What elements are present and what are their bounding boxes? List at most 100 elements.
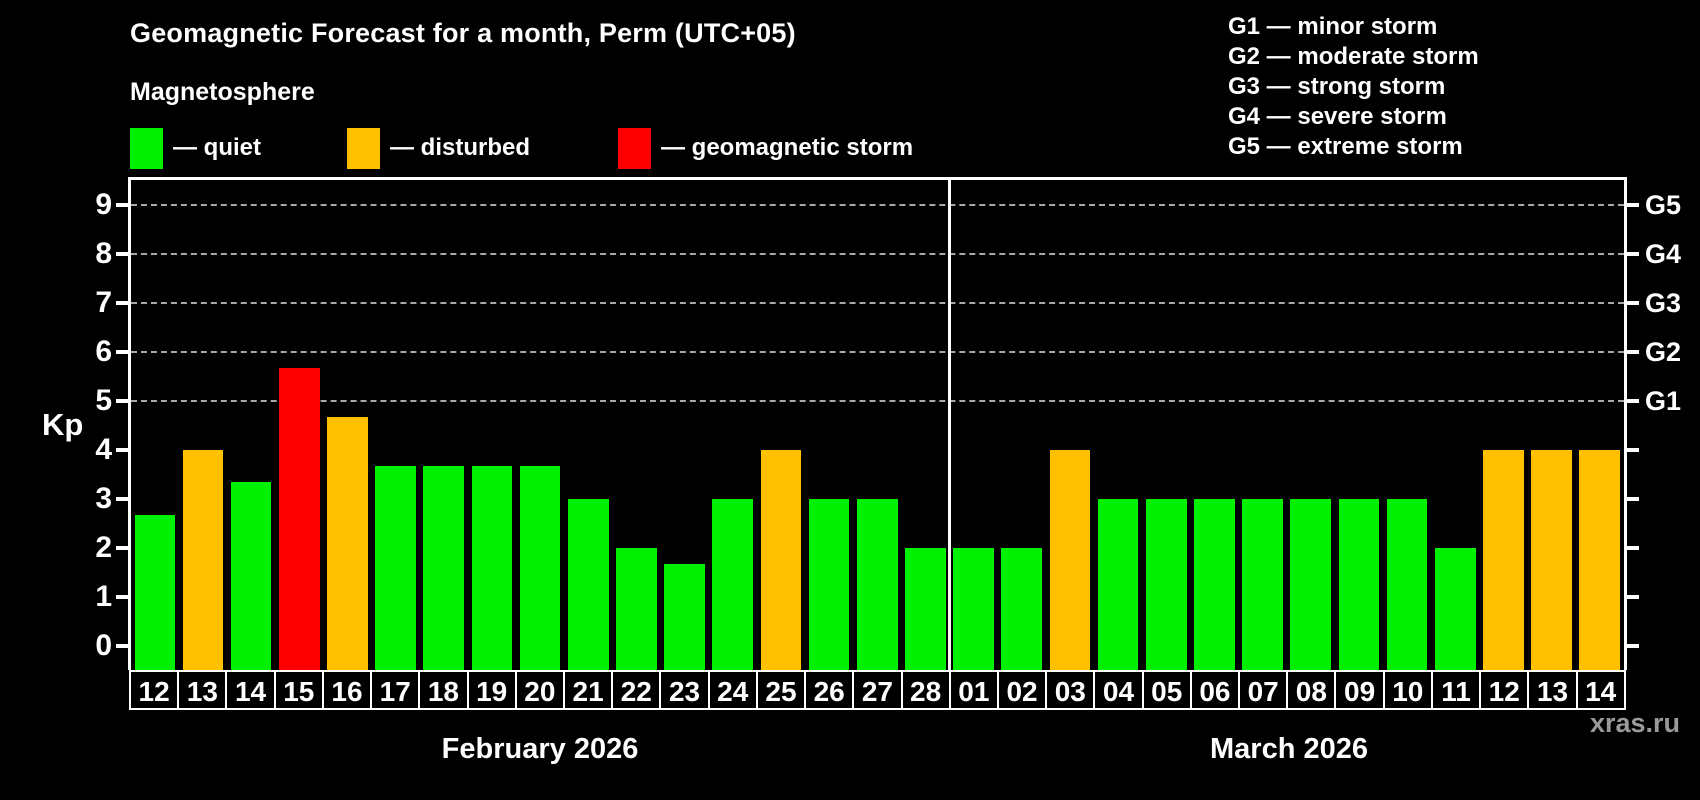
day-box-07: 07 [1238,670,1289,710]
y-tick-left-0 [116,643,128,648]
y-tick-right-1 [1627,594,1639,599]
g-scale-legend: G1 — minor storm G2 — moderate storm G3 … [1228,12,1479,162]
kp-bar-day-05 [1145,498,1187,670]
storm-color-swatch [618,127,651,169]
month-label-february: February 2026 [441,733,639,765]
g4-legend-line: G4 — severe storm [1228,103,1447,130]
day-box-11: 11 [1430,670,1482,710]
watermark: xras.ru [1589,708,1680,738]
day-label-row: 12 13 14 15 16 17 18 19 20 21 22 23 24 25 26 27 28 01 02 03… [129,670,1626,710]
g5-legend-line: G5 — extreme storm [1228,133,1463,160]
day-box-01: 01 [948,670,999,710]
page-title: Geomagnetic Forecast for a month, Perm (… [130,18,796,48]
y-tick-left-1 [116,594,128,599]
day-box-21: 21 [562,670,614,710]
day-box-08: 08 [1286,670,1337,710]
y-tick-right-9 [1627,202,1639,207]
y-tick-label-1: 1 [95,579,112,613]
y-tick-right-5 [1627,398,1639,403]
day-box-12: 12 [1479,670,1530,710]
day-box-19: 19 [466,670,517,710]
day-box-25: 25 [755,670,807,710]
day-box-14: 14 [1575,670,1626,710]
day-box-02: 02 [996,670,1048,710]
legend-item-disturbed: — disturbed [347,127,530,169]
y-tick-left-3 [116,496,128,501]
y-tick-right-8 [1627,251,1639,256]
y-tick-label-4: 4 [95,432,112,466]
day-box-28: 28 [900,670,951,710]
y-tick-left-5 [116,398,128,403]
day-box-26: 26 [804,670,855,710]
kp-bar-day-18 [423,465,465,670]
kp-bar-day-01 [953,547,994,670]
month-label-march: March 2026 [1210,733,1368,765]
gridline-kp5 [131,399,1624,402]
kp-bar-day-24 [712,498,754,670]
right-axis-label-g2: G2 [1645,336,1682,367]
y-tick-label-8: 8 [95,236,112,270]
kp-bar-day-12 [1483,449,1524,670]
quiet-color-swatch [130,127,163,169]
kp-bar-day-15 [278,367,320,670]
day-box-04: 04 [1093,670,1144,710]
y-tick-right-4 [1627,447,1639,452]
day-box-03: 03 [1045,670,1096,710]
day-box-20: 20 [514,670,565,710]
y-tick-label-5: 5 [95,383,112,417]
day-box-15: 15 [273,670,324,710]
kp-bar-day-11 [1434,547,1476,670]
disturbed-label: — disturbed [390,134,531,161]
kp-bar-day-14 [1579,449,1620,670]
y-tick-label-2: 2 [95,530,112,564]
disturbed-color-swatch [347,127,380,169]
storm-label: — geomagnetic storm [661,134,914,161]
g3-legend-line: G3 — strong storm [1228,73,1446,100]
month-divider-line [948,180,952,670]
kp-bar-day-27 [856,498,898,670]
y-tick-right-3 [1627,496,1639,501]
y-tick-left-6 [116,349,128,354]
day-box-16: 16 [321,670,373,710]
y-tick-left-9 [116,202,128,207]
kp-bar-day-14 [230,482,272,670]
y-tick-label-0: 0 [95,628,112,662]
g1-legend-line: G1 — minor storm [1228,13,1438,40]
day-box-12: 12 [129,670,180,710]
day-box-24: 24 [707,670,758,710]
kp-bar-day-13 [1531,449,1572,670]
day-box-06: 06 [1189,670,1241,710]
day-box-18: 18 [418,670,469,710]
y-axis-title: Kp [42,407,84,442]
y-tick-right-0 [1627,643,1639,648]
y-tick-label-7: 7 [95,285,112,319]
right-axis-label-g1: G1 [1645,385,1682,416]
y-tick-left-8 [116,251,128,256]
magnetosphere-label: Magnetosphere [130,78,315,106]
kp-bar-day-21 [567,498,609,670]
y-tick-label-3: 3 [95,481,112,515]
gridline-kp9 [131,203,1624,206]
y-tick-right-6 [1627,349,1639,354]
day-box-13: 13 [177,670,228,710]
right-axis-label-g4: G4 [1645,238,1682,269]
kp-bar-day-13 [182,449,224,670]
right-axis-label-g5: G5 [1645,189,1682,220]
kp-bar-day-19 [471,465,513,670]
day-box-05: 05 [1141,670,1192,710]
kp-bar-day-10 [1386,498,1428,670]
y-tick-label-6: 6 [95,334,112,368]
gridline-kp8 [131,252,1624,255]
y-tick-left-2 [116,545,128,550]
kp-bar-day-07 [1242,498,1283,670]
y-tick-left-7 [116,300,128,305]
day-box-13: 13 [1527,670,1578,710]
day-box-17: 17 [370,670,421,710]
y-tick-label-9: 9 [95,187,112,221]
y-tick-left-4 [116,447,128,452]
quiet-label: — quiet [173,134,261,161]
kp-bar-day-02 [1001,547,1043,670]
kp-bar-day-25 [760,449,802,670]
kp-bar-day-08 [1290,498,1332,670]
day-box-14: 14 [225,670,276,710]
